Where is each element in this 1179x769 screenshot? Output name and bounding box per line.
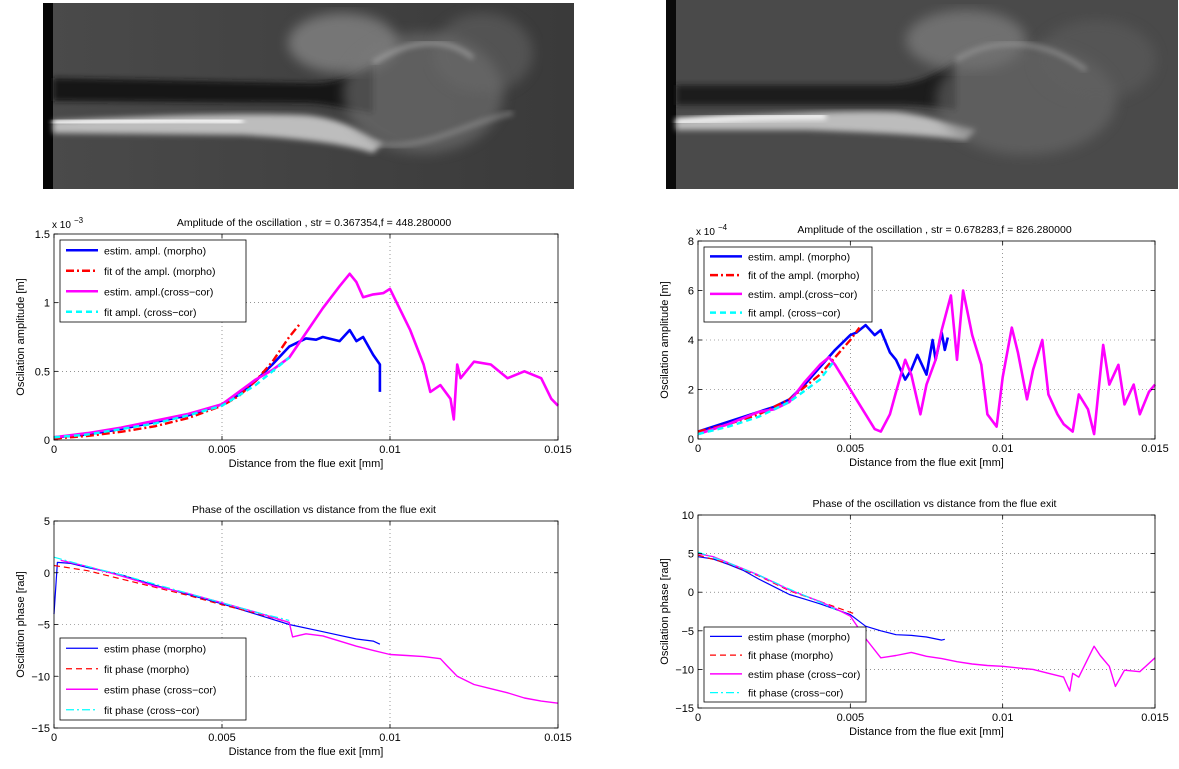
x-tick-label: 0.015 (1141, 443, 1169, 455)
series-line-4 (53, 556, 290, 621)
chart-1: 0 0.005 0.01 0.015 0 0.5 1 1.5 Amplitude of the … (15, 216, 572, 470)
x-tick-label: 0.01 (379, 444, 400, 456)
legend-label: fit of the ampl. (morpho) (104, 266, 215, 278)
y-tick-label: 0 (44, 568, 50, 580)
legend-box (59, 637, 247, 721)
exponent-power: −4 (718, 223, 728, 232)
y-tick-label: 0.5 (35, 366, 50, 378)
flow-visualization-right (666, 0, 1178, 189)
x-tick-label: 0.01 (992, 443, 1013, 455)
flow-visualization-left-graphic (43, 3, 574, 189)
series-line-3 (697, 289, 1157, 436)
legend-label: estim. ampl. (morpho) (748, 251, 850, 263)
y-tick-label: −15 (31, 723, 50, 735)
legend-box (703, 246, 873, 323)
legend: estim phase (morpho) fit phase (morpho) es… (703, 626, 867, 703)
series-line-4 (53, 356, 290, 439)
y-tick-label: 5 (44, 516, 50, 528)
x-tick-label: 0.005 (837, 443, 865, 455)
x-tick-label: 0.005 (837, 712, 865, 724)
series-line-2 (53, 564, 290, 623)
y-tick-label: −10 (31, 671, 50, 683)
y-tick-label: 4 (688, 335, 694, 347)
x-tick-label: 0.01 (379, 732, 400, 744)
chart-4: 0 0.005 0.01 0.015 −15 −10 −5 0 5 10 Phase of the … (659, 498, 1169, 738)
y-tick-label: 0 (688, 587, 694, 599)
y-axis-label: Oscilation phase [rad] (659, 558, 671, 664)
series-line-2 (697, 326, 861, 433)
y-axis-label: Oscilation amplitude [m] (15, 278, 27, 395)
series-line-1 (697, 556, 945, 641)
legend-label: estim phase (morpho) (748, 631, 850, 643)
axes-box (697, 514, 1156, 709)
axes-box (53, 233, 559, 441)
legend-label: fit phase (morpho) (104, 664, 189, 676)
y-axis-label: Oscilation amplitude [m] (659, 281, 671, 398)
x-axis-label: Distance from the flue exit [mm] (849, 726, 1004, 738)
x-tick-label: 0 (695, 712, 701, 724)
series-line-1 (697, 323, 950, 433)
y-tick-label: 10 (682, 510, 694, 522)
legend-box (703, 626, 867, 703)
y-tick-label: −5 (37, 620, 50, 632)
chart-title: Amplitude of the oscillation , str = 0.6… (797, 224, 1072, 236)
legend-label: estim phase (morpho) (104, 643, 206, 655)
legend-label: estim phase (cross−cor) (104, 684, 216, 696)
y-tick-label: −10 (675, 664, 694, 676)
legend-label: fit ampl. (cross−cor) (104, 307, 196, 319)
chart-title: Amplitude of the oscillation , str = 0.3… (177, 217, 452, 229)
y-tick-label: 0 (688, 434, 694, 446)
legend: estim phase (morpho) fit phase (morpho) es… (59, 637, 247, 721)
series-line-4 (697, 359, 837, 436)
exponent-power: −3 (74, 216, 84, 225)
legend: estim. ampl. (morpho) fit of the ampl. (m… (703, 246, 873, 323)
chart-title: Phase of the oscillation vs distance fro… (192, 504, 436, 516)
y-tick-label: 1.5 (35, 229, 50, 241)
exponent-label: x 10 (52, 220, 71, 231)
x-tick-label: 0 (51, 732, 57, 744)
legend: estim. ampl. (morpho) fit of the ampl. (m… (59, 239, 247, 323)
x-tick-label: 0.005 (208, 732, 236, 744)
x-tick-label: 0.015 (1141, 712, 1169, 724)
y-tick-label: 6 (688, 286, 694, 298)
series-line-1 (53, 561, 381, 645)
chart-2: 0 0.005 0.01 0.015 −15 −10 −5 0 5 Phase of the os… (15, 504, 572, 758)
series-line-3 (697, 552, 1156, 692)
x-tick-label: 0.005 (208, 444, 236, 456)
x-tick-label: 0.015 (544, 732, 572, 744)
series-line-3 (53, 272, 559, 439)
legend-label: estim. ampl. (morpho) (104, 245, 206, 257)
legend-box (59, 239, 247, 323)
legend-label: estim phase (cross−cor) (748, 669, 860, 681)
exponent-label: x 10 (696, 227, 715, 238)
x-tick-label: 0.01 (992, 712, 1013, 724)
y-tick-label: −5 (681, 626, 694, 638)
x-axis-label: Distance from the flue exit [mm] (229, 458, 384, 470)
y-axis-label: Oscilation phase [rad] (15, 571, 27, 677)
legend-label: fit phase (cross−cor) (104, 705, 199, 717)
legend-label: estim. ampl.(cross−cor) (748, 289, 857, 301)
legend-label: fit phase (cross−cor) (748, 688, 843, 700)
flow-visualization-left (43, 3, 574, 189)
y-tick-label: 1 (44, 298, 50, 310)
y-tick-label: 8 (688, 236, 694, 248)
y-tick-label: 2 (688, 385, 694, 397)
y-tick-label: 0 (44, 435, 50, 447)
legend-label: fit phase (morpho) (748, 650, 833, 662)
y-tick-label: 5 (688, 549, 694, 561)
y-tick-label: −15 (675, 703, 694, 715)
x-tick-label: 0 (695, 443, 701, 455)
x-axis-label: Distance from the flue exit [mm] (849, 457, 1004, 469)
legend-label: fit ampl. (cross−cor) (748, 308, 840, 320)
x-tick-label: 0 (51, 444, 57, 456)
chart-title: Phase of the oscillation vs distance fro… (813, 498, 1057, 510)
chart-3: 0 0.005 0.01 0.015 0 2 4 6 8 Amplitude of the osc… (659, 223, 1169, 469)
flow-visualization-right-graphic (666, 0, 1178, 189)
legend-label: estim. ampl.(cross−cor) (104, 286, 213, 298)
legend-label: fit of the ampl. (morpho) (748, 270, 859, 282)
series-line-4 (697, 551, 836, 610)
x-axis-label: Distance from the flue exit [mm] (229, 746, 384, 758)
x-tick-label: 0.015 (544, 444, 572, 456)
